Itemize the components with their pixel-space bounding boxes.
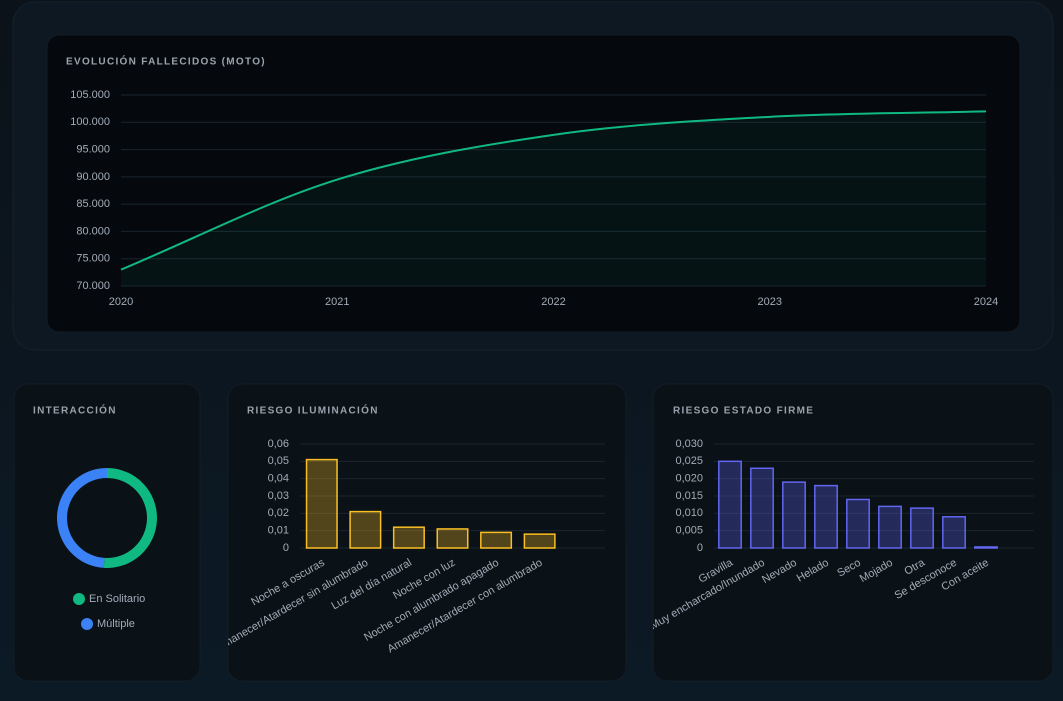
x-tick-label: 2020 — [109, 296, 133, 308]
y-tick-label: 0,005 — [675, 525, 703, 537]
y-tick-label: 0,04 — [268, 473, 289, 485]
y-tick-label: 75.000 — [76, 253, 110, 265]
x-tick-label: 2024 — [974, 296, 998, 308]
bar — [974, 546, 998, 549]
line-card — [46, 34, 1021, 333]
bar — [436, 528, 469, 549]
bar — [523, 533, 556, 549]
x-tick-label: 2023 — [758, 296, 782, 308]
bar — [305, 458, 338, 549]
y-tick-label: 0,02 — [268, 507, 289, 519]
y-tick-label: 0 — [697, 542, 703, 554]
bar — [392, 526, 425, 549]
y-tick-label: 70.000 — [76, 280, 110, 292]
y-tick-label: 80.000 — [76, 225, 110, 237]
chart-title: RIESGO ILUMINACIÓN — [247, 404, 379, 417]
y-tick-label: 105.000 — [70, 89, 110, 101]
bar — [910, 507, 934, 549]
chart-title: RIESGO ESTADO FIRME — [673, 406, 814, 417]
bar — [480, 531, 513, 549]
x-tick-label: 2022 — [541, 296, 565, 308]
bar — [349, 510, 382, 549]
bar-card — [652, 383, 1054, 682]
y-tick-label: 90.000 — [76, 171, 110, 183]
chart-title: EVOLUCIÓN FALLECIDOS (MOTO) — [66, 55, 266, 68]
legend-swatch — [81, 618, 93, 630]
y-tick-label: 0,020 — [675, 473, 703, 485]
y-tick-label: 0,025 — [675, 455, 703, 467]
line-chart: EVOLUCIÓN FALLECIDOS (MOTO) 70.000 75.000 8… — [66, 55, 998, 308]
y-tick-label: 0,010 — [675, 507, 703, 519]
y-tick-label: 0,05 — [268, 455, 289, 467]
bar — [782, 481, 806, 549]
area — [121, 111, 986, 286]
y-tick-label: 0,06 — [268, 438, 289, 450]
y-tick-label: 0 — [283, 542, 289, 554]
line — [120, 110, 987, 271]
doughnut-slice — [57, 468, 107, 568]
legend-label: Múltiple — [97, 618, 135, 630]
doughnut-slice — [103, 468, 158, 568]
bar — [846, 498, 870, 549]
chart-title: INTERACCIÓN — [33, 404, 117, 417]
bar — [718, 460, 742, 549]
bar — [878, 505, 902, 549]
y-tick-label: 0,030 — [675, 438, 703, 450]
y-tick-label: 100.000 — [70, 116, 110, 128]
legend-label: En Solitario — [89, 593, 145, 605]
y-tick-label: 0,03 — [268, 490, 289, 502]
doughnut-chart: INTERACCIÓN En Solitario Múltiple — [33, 404, 158, 630]
legend-swatch — [73, 593, 85, 605]
bar — [942, 516, 966, 549]
bar-card — [227, 383, 627, 682]
y-tick-label: 0,015 — [675, 490, 703, 502]
y-tick-label: 85.000 — [76, 198, 110, 210]
doughnut-card — [13, 383, 201, 682]
y-tick-label: 0,01 — [268, 525, 289, 537]
bar — [750, 467, 774, 549]
bar — [814, 484, 838, 549]
x-tick-label: 2021 — [325, 296, 349, 308]
y-tick-label: 95.000 — [76, 143, 110, 155]
